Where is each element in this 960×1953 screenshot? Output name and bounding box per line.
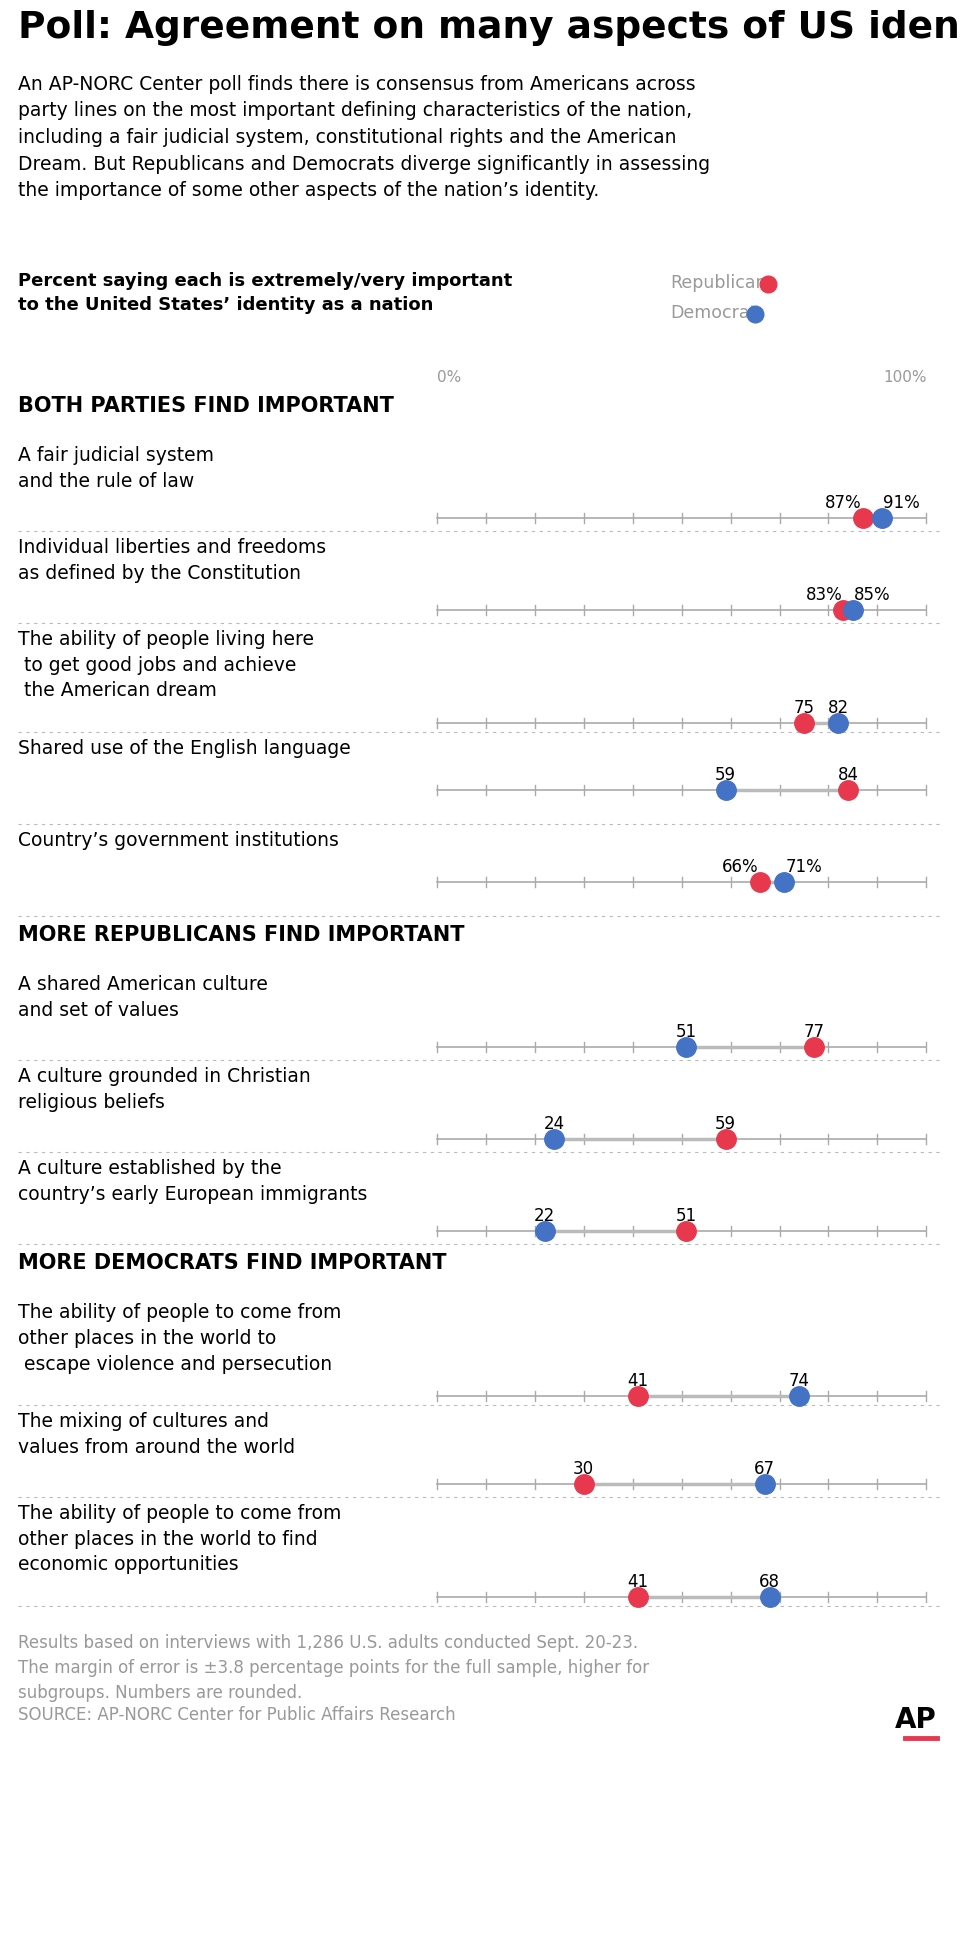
Text: 59: 59 (715, 766, 736, 783)
Text: 67: 67 (755, 1461, 776, 1478)
Text: 85%: 85% (854, 586, 891, 603)
Text: 22: 22 (534, 1207, 555, 1225)
Text: 51: 51 (676, 1023, 697, 1041)
Text: Individual liberties and freedoms
as defined by the Constitution: Individual liberties and freedoms as def… (18, 537, 326, 582)
Text: 66%: 66% (722, 857, 759, 877)
Text: The ability of people to come from
other places in the world to find
economic op: The ability of people to come from other… (18, 1504, 342, 1574)
Text: Republican: Republican (670, 273, 766, 293)
Text: Poll: Agreement on many aspects of US identity: Poll: Agreement on many aspects of US id… (18, 10, 960, 47)
Text: Country’s government institutions: Country’s government institutions (18, 830, 339, 850)
Text: The ability of people to come from
other places in the world to
 escape violence: The ability of people to come from other… (18, 1303, 342, 1373)
Text: 51: 51 (676, 1207, 697, 1225)
Text: An AP-NORC Center poll finds there is consensus from Americans across
party line: An AP-NORC Center poll finds there is co… (18, 74, 710, 199)
Text: 83%: 83% (805, 586, 842, 603)
Text: 91%: 91% (883, 494, 920, 512)
Text: Percent saying each is extremely/very important
to the United States’ identity a: Percent saying each is extremely/very im… (18, 271, 513, 314)
Text: MORE DEMOCRATS FIND IMPORTANT: MORE DEMOCRATS FIND IMPORTANT (18, 1254, 446, 1273)
Text: AP: AP (896, 1707, 937, 1734)
Text: A culture grounded in Christian
religious beliefs: A culture grounded in Christian religiou… (18, 1066, 311, 1111)
Text: Shared use of the English language: Shared use of the English language (18, 738, 350, 758)
Text: 68: 68 (759, 1572, 780, 1592)
Text: 100%: 100% (883, 369, 926, 385)
Text: A shared American culture
and set of values: A shared American culture and set of val… (18, 975, 268, 1019)
Text: A culture established by the
country’s early European immigrants: A culture established by the country’s e… (18, 1158, 368, 1203)
Text: 41: 41 (627, 1572, 648, 1592)
Text: A fair judicial system
and the rule of law: A fair judicial system and the rule of l… (18, 445, 214, 490)
Text: Democrat: Democrat (670, 305, 756, 322)
Text: 24: 24 (543, 1115, 564, 1133)
Text: 30: 30 (573, 1461, 594, 1478)
Text: The ability of people living here
 to get good jobs and achieve
 the American dr: The ability of people living here to get… (18, 631, 314, 701)
Text: SOURCE: AP-NORC Center for Public Affairs Research: SOURCE: AP-NORC Center for Public Affair… (18, 1707, 456, 1724)
Text: 41: 41 (627, 1373, 648, 1391)
Text: The mixing of cultures and
values from around the world: The mixing of cultures and values from a… (18, 1412, 295, 1457)
Text: 0%: 0% (437, 369, 461, 385)
Text: 82: 82 (828, 699, 849, 717)
Text: 87%: 87% (826, 494, 862, 512)
Text: BOTH PARTIES FIND IMPORTANT: BOTH PARTIES FIND IMPORTANT (18, 396, 394, 416)
Text: 84: 84 (837, 766, 858, 783)
Text: Results based on interviews with 1,286 U.S. adults conducted Sept. 20-23.
The ma: Results based on interviews with 1,286 U… (18, 1635, 649, 1701)
Text: MORE REPUBLICANS FIND IMPORTANT: MORE REPUBLICANS FIND IMPORTANT (18, 926, 465, 945)
Text: 59: 59 (715, 1115, 736, 1133)
Text: 74: 74 (788, 1373, 809, 1391)
Text: 77: 77 (804, 1023, 825, 1041)
Text: 75: 75 (794, 699, 814, 717)
Text: 71%: 71% (785, 857, 822, 877)
